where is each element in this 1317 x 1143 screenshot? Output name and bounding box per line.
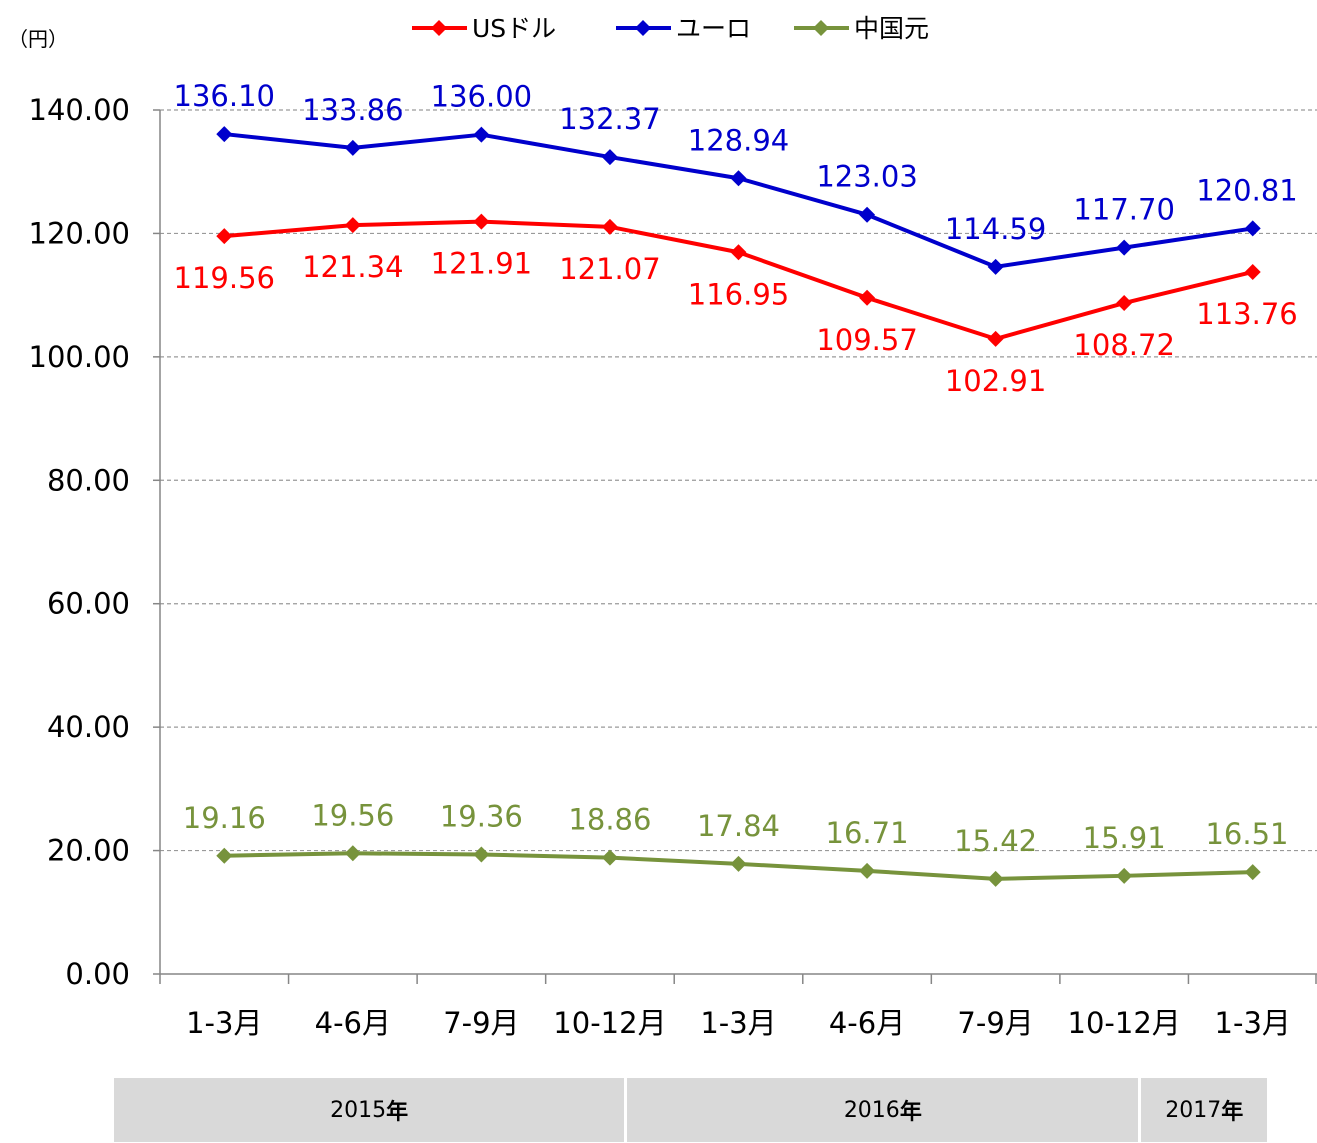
year-number: 2015	[330, 1097, 387, 1123]
data-label: 136.00	[431, 80, 532, 114]
series-lines	[216, 126, 1261, 887]
data-point-marker	[344, 217, 361, 234]
y-tick-labels: 0.00 20.00 40.00 60.00 80.00 100.00 120.00 140.…	[29, 93, 130, 991]
data-label: 16.51	[1205, 817, 1288, 851]
data-label: 15.91	[1083, 821, 1166, 855]
data-point-marker	[1116, 295, 1133, 312]
x-tick-labels: 1-3月 4-6月 7-9月 10-12月 1-3月 4-6月 7-9月 10-12月 1-3月	[186, 1006, 1291, 1040]
data-point-marker	[601, 218, 618, 235]
year-number: 2016	[843, 1097, 900, 1123]
data-labels: 119.56 121.34 121.91 121.07 116.95 109.57 102.…	[174, 79, 1298, 858]
data-label: 128.94	[688, 123, 789, 157]
legend-marker	[813, 20, 829, 36]
data-point-marker	[1244, 220, 1261, 237]
data-point-marker	[216, 126, 233, 143]
data-point-marker	[344, 139, 361, 156]
legend-label: ユーロ	[676, 14, 751, 43]
data-point-marker	[859, 289, 876, 306]
data-label: 19.36	[440, 800, 523, 834]
data-point-marker	[216, 847, 233, 864]
axes	[153, 109, 1317, 984]
x-tick-label: 10-12月	[553, 1006, 666, 1040]
y-tick-label: 0.00	[65, 957, 130, 991]
data-point-marker	[987, 330, 1004, 347]
y-tick-label: 20.00	[47, 834, 130, 868]
data-label: 121.91	[431, 247, 532, 281]
data-label: 116.95	[688, 277, 789, 311]
exchange-rate-line-chart: （円） 0.00 20.00 40.00 60.00 80.00 100.00 120.00…	[8, 14, 1317, 1040]
data-point-marker	[344, 845, 361, 862]
x-tick-label: 1-3月	[1215, 1006, 1291, 1040]
year-suffix: 年	[899, 1100, 922, 1125]
y-tick-label: 40.00	[47, 710, 130, 744]
data-point-marker	[987, 258, 1004, 275]
year-number: 2017	[1165, 1097, 1222, 1123]
data-label: 15.42	[954, 824, 1037, 858]
year-suffix: 年	[1221, 1100, 1244, 1125]
data-label: 17.84	[697, 809, 780, 843]
data-label: 123.03	[816, 160, 917, 194]
data-label: 132.37	[559, 102, 660, 136]
data-label: 19.16	[183, 801, 266, 835]
year-group-box: 2015 年	[114, 1078, 625, 1142]
legend-label: USドル	[472, 14, 556, 43]
data-point-marker	[1116, 867, 1133, 884]
data-label: 18.86	[568, 803, 651, 837]
data-point-marker	[216, 228, 233, 245]
data-label: 119.56	[174, 261, 275, 295]
data-point-marker	[1116, 239, 1133, 256]
data-point-marker	[730, 244, 747, 261]
x-tick-label: 10-12月	[1068, 1006, 1181, 1040]
data-label: 19.56	[311, 798, 394, 832]
data-point-marker	[473, 213, 490, 230]
data-label: 120.81	[1196, 173, 1297, 207]
y-axis-unit-label: （円）	[8, 27, 68, 51]
data-label: 109.57	[816, 323, 917, 357]
data-point-marker	[1244, 864, 1261, 881]
legend: USドル ユーロ 中国元	[412, 14, 929, 43]
data-point-marker	[601, 149, 618, 166]
data-point-marker	[1244, 263, 1261, 280]
data-point-marker	[473, 126, 490, 143]
y-tick-label: 60.00	[47, 587, 130, 621]
data-point-marker	[730, 855, 747, 872]
x-tick-label: 4-6月	[829, 1006, 905, 1040]
data-point-marker	[859, 206, 876, 223]
y-tick-label: 80.00	[47, 463, 130, 497]
x-tick-label: 7-9月	[957, 1006, 1033, 1040]
data-label: 133.86	[302, 93, 403, 127]
data-point-marker	[859, 862, 876, 879]
data-label: 102.91	[945, 364, 1046, 398]
data-label: 136.10	[174, 79, 275, 113]
legend-marker	[431, 20, 447, 36]
x-tick-label: 7-9月	[443, 1006, 519, 1040]
year-group-box: 2016 年	[627, 1078, 1139, 1142]
data-label: 117.70	[1073, 193, 1174, 227]
y-tick-label: 140.00	[29, 93, 130, 127]
data-label: 108.72	[1073, 328, 1174, 362]
data-point-marker	[730, 170, 747, 187]
data-label: 113.76	[1196, 297, 1297, 331]
data-label: 121.34	[302, 250, 403, 284]
legend-marker	[635, 20, 651, 36]
year-suffix: 年	[386, 1100, 409, 1125]
y-tick-label: 120.00	[29, 216, 130, 250]
y-tick-label: 100.00	[29, 340, 130, 374]
legend-label: 中国元	[854, 14, 929, 43]
data-point-marker	[601, 849, 618, 866]
x-tick-label: 1-3月	[700, 1006, 776, 1040]
x-tick-label: 1-3月	[186, 1006, 262, 1040]
data-point-marker	[987, 870, 1004, 887]
data-label: 114.59	[945, 212, 1046, 246]
data-label: 121.07	[559, 252, 660, 286]
year-group-box: 2017 年	[1141, 1078, 1267, 1142]
data-point-marker	[473, 846, 490, 863]
data-label: 16.71	[826, 816, 909, 850]
x-tick-label: 4-6月	[315, 1006, 391, 1040]
